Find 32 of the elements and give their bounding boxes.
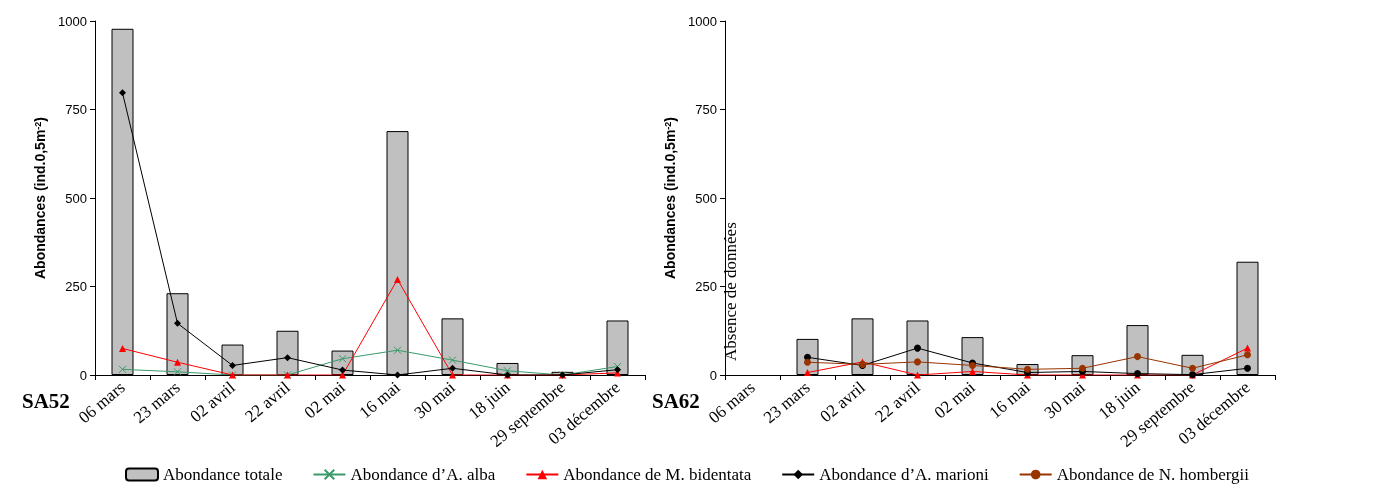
legend-label: Abondance d’A. marioni: [819, 465, 989, 484]
x-tick-label: 30 mai: [1040, 377, 1089, 423]
annotation: Absence de données: [721, 222, 740, 361]
y-tick-label: 0: [709, 367, 717, 383]
y-tick-label: 250: [695, 279, 717, 294]
legend-label: Abondance de M. bidentata: [563, 465, 752, 484]
y-tick-label: 250: [65, 279, 87, 294]
x-tick-label: 30 mai: [410, 377, 459, 423]
y-tick-label: 750: [65, 102, 87, 117]
x-tick-label: 02 avril: [816, 377, 869, 426]
x-tick-label: 02 avril: [186, 377, 239, 426]
text: SA62: [652, 388, 700, 413]
y-tick-label: 1000: [688, 13, 717, 29]
text: SA52: [22, 388, 70, 413]
x-tick-label: 18 juin: [464, 377, 514, 423]
x-tick-label: 22 avril: [241, 377, 294, 426]
x-tick-label: 18 juin: [1094, 377, 1144, 423]
y-tick-label: 0: [79, 367, 87, 383]
legend-label: Abondance de N. hombergii: [1056, 465, 1250, 484]
x-tick-label: 23 mars: [759, 377, 814, 428]
legend-label: Abondance d’A. alba: [350, 465, 496, 484]
x-tick-label: 23 mars: [129, 377, 184, 428]
legend-label: Abondance totale: [163, 465, 283, 484]
y-tick-label: 750: [695, 102, 717, 117]
y-tick-label: 500: [65, 190, 87, 206]
y-tick-label: 500: [695, 190, 717, 206]
x-tick-label: 16 mai: [355, 377, 404, 423]
y-tick-label: 1000: [58, 13, 87, 29]
x-tick-label: 22 avril: [871, 377, 924, 426]
x-tick-label: 02 mai: [930, 377, 979, 423]
x-tick-label: 02 mai: [300, 377, 349, 423]
x-tick-label: 16 mai: [985, 377, 1034, 423]
